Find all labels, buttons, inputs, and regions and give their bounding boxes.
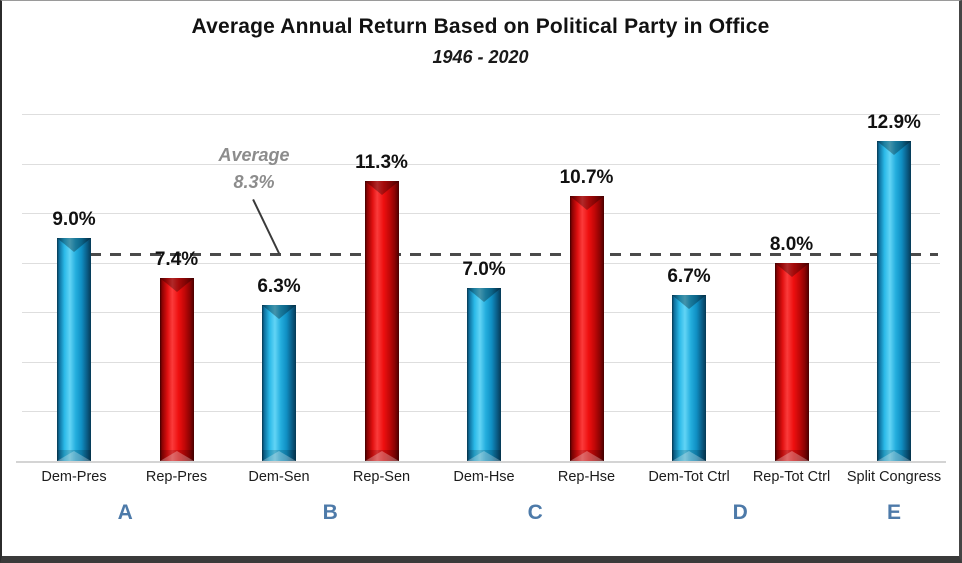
bar-value-label: 11.3% [355, 151, 408, 173]
bar-bottom-bump [57, 451, 91, 461]
category-label: Rep-Hse [557, 469, 616, 485]
average-annotation-value: 8.3% [233, 172, 275, 192]
gridline [22, 114, 940, 115]
bar-top-notch [467, 287, 501, 302]
bar-bottom-cap [877, 450, 911, 461]
bar-rep-pres [159, 277, 194, 461]
bar-value-label: 8.0% [769, 233, 814, 255]
chart-title: Average Annual Return Based on Political… [191, 15, 770, 38]
bar-value-label: 6.7% [667, 265, 711, 287]
category-label: Rep-Tot Ctrl [752, 469, 831, 485]
average-annotation-label: Average [218, 145, 290, 165]
category-label: Rep-Sen [352, 469, 411, 485]
bar-top-notch [262, 304, 296, 319]
group-letter-a: A [117, 501, 133, 524]
bar-top-notch [57, 237, 91, 252]
bar-bottom-cap [364, 450, 399, 461]
bar-bottom-cap [467, 450, 501, 461]
bar-value-label: 7.0% [462, 258, 506, 280]
bar-rep-tot-ctrl [774, 262, 809, 461]
category-label: Dem-Hse [453, 469, 515, 485]
category-label: Dem-Pres [41, 469, 107, 485]
group-letter-b: B [322, 501, 338, 524]
category-label: Dem-Tot Ctrl [648, 469, 730, 485]
bar-rep-sen [364, 180, 399, 461]
bar-dem-sen [262, 304, 296, 461]
bar-top-notch [569, 195, 604, 210]
category-label: Rep-Pres [145, 469, 208, 485]
bar-value-label: 10.7% [559, 166, 614, 188]
bar-top-notch [672, 294, 706, 309]
bar-dem-pres [57, 237, 91, 461]
bar-bottom-cap [774, 450, 809, 461]
bar-top-notch [159, 277, 194, 292]
group-letter-c: C [527, 501, 543, 524]
gridline [22, 262, 940, 264]
bar-dem-hse [467, 287, 501, 461]
bar-bottom-cap [57, 450, 91, 461]
bar-bottom-bump [569, 451, 604, 461]
group-letter-e: E [886, 501, 901, 524]
bar-rep-hse [569, 195, 604, 461]
bar-bottom-bump [877, 451, 911, 461]
bar-bottom-bump [159, 451, 194, 461]
group-letter-d: D [732, 501, 748, 524]
gridline [22, 213, 940, 215]
bar-bottom-bump [774, 451, 809, 461]
bar-value-label: 7.4% [154, 248, 199, 270]
bar-value-label: 9.0% [52, 208, 96, 230]
bar-bottom-cap [159, 450, 194, 461]
bar-top-notch [364, 180, 399, 195]
bar-split-congress [877, 141, 911, 461]
bar-bottom-bump [672, 451, 706, 461]
x-axis-line [16, 461, 946, 463]
average-leader-line [252, 199, 281, 254]
category-label: Split Congress [846, 469, 942, 485]
bar-bottom-cap [569, 450, 604, 461]
bar-top-notch [877, 141, 911, 156]
bar-value-label: 6.3% [257, 275, 301, 297]
bar-bottom-bump [262, 451, 296, 461]
chart-subtitle: 1946 - 2020 [432, 47, 529, 67]
bar-value-label: 12.9% [867, 112, 921, 134]
average-dashed-line [90, 253, 938, 257]
bar-top-notch [774, 262, 809, 277]
bar-bottom-cap [262, 450, 296, 461]
bar-bottom-bump [467, 451, 501, 461]
bar-bottom-cap [672, 450, 706, 461]
bar-bottom-bump [364, 451, 399, 461]
plot-area: Average 8.3% 9.0% 7.4% 6.3% 11.3% 7.0% 10.7% 6… [16, 112, 946, 463]
category-label: Dem-Sen [248, 469, 310, 485]
bar-dem-tot-ctrl [672, 294, 706, 461]
gridline [22, 163, 940, 165]
